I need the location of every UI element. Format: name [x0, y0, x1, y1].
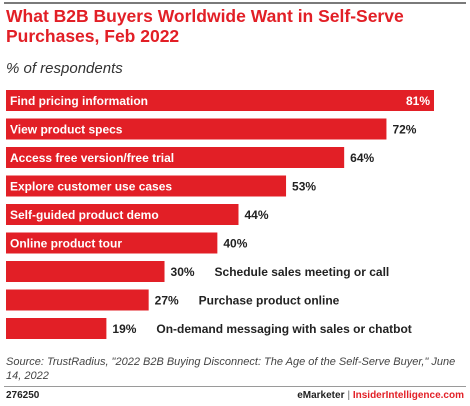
bar-label-3: Explore customer use cases	[10, 180, 172, 194]
bar-8	[6, 318, 107, 339]
bar-label-7: Purchase product online	[199, 294, 340, 308]
bar-label-8: On-demand messaging with sales or chatbo…	[156, 322, 411, 336]
bar-chart: Find pricing information 81% View product …	[6, 90, 434, 339]
value-label-0: 81%	[406, 94, 430, 108]
value-label-1: 72%	[392, 123, 416, 137]
bar-0	[6, 90, 434, 111]
value-label-3: 53%	[292, 180, 316, 194]
bar-3	[6, 175, 287, 197]
brand-insider-intelligence: InsiderIntelligence.com	[352, 390, 464, 401]
bar-1	[6, 118, 387, 140]
bar-label-1: View product specs	[10, 123, 123, 137]
bar-2	[6, 147, 345, 168]
brand-emarketer: eMarketer	[297, 390, 345, 401]
bar-4	[6, 204, 239, 225]
value-label-7: 27%	[155, 294, 179, 308]
brand-separator: |	[347, 390, 351, 401]
value-label-5: 40%	[223, 237, 247, 251]
value-label-6: 30%	[171, 265, 195, 279]
top-rule	[4, 2, 466, 4]
bottom-rule	[4, 386, 466, 387]
bar-label-6: Schedule sales meeting or call	[215, 265, 390, 279]
bar-label-5: Online product tour	[10, 237, 122, 251]
bar-label-2: Access free version/free trial	[10, 151, 174, 165]
source-note: Source: TrustRadius, "2022 B2B Buying Di…	[6, 356, 456, 382]
chart-title: What B2B Buyers Worldwide Want in Self-S…	[6, 6, 404, 46]
value-label-8: 19%	[112, 322, 136, 336]
bar-7	[6, 289, 149, 311]
chart-subtitle: % of respondents	[6, 60, 123, 77]
bar-label-4: Self-guided product demo	[10, 208, 159, 222]
bar-label-0: Find pricing information	[10, 94, 148, 108]
brand-credit: eMarketer | InsiderIntelligence.com	[297, 390, 464, 401]
bar-6	[6, 261, 165, 282]
bar-5	[6, 232, 218, 254]
value-label-2: 64%	[350, 151, 374, 165]
value-label-4: 44%	[244, 208, 268, 222]
chart-id: 276250	[6, 390, 40, 401]
